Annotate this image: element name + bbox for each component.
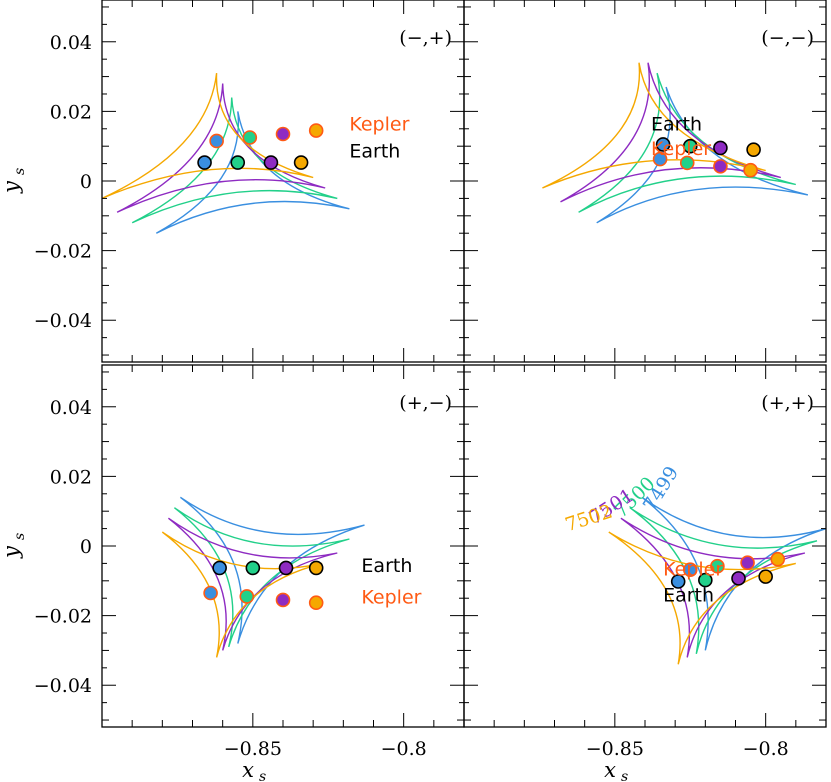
x-axis-title-main: x: [242, 758, 254, 782]
panel-frame: [463, 0, 827, 363]
caustic-7501: [560, 62, 781, 203]
earth-point: [698, 572, 713, 588]
kepler-point: [242, 130, 258, 145]
earth-point: [682, 138, 698, 154]
panel-sign-label: (+,+): [761, 392, 814, 414]
y-axis-title: ys: [0, 168, 28, 194]
x-axis-title-main: x: [604, 758, 616, 782]
kepler-point: [740, 555, 755, 571]
kepler-label: Kepler: [361, 586, 421, 608]
y-tick-label: 0.02: [50, 466, 92, 488]
y-axis-title-sub: s: [12, 168, 28, 175]
y-axis-title-sub: s: [12, 533, 28, 540]
y-tick-label: 0.02: [50, 101, 92, 123]
panel-sign-label: (−,+): [399, 27, 452, 49]
earth-point: [212, 560, 227, 576]
earth-point: [713, 140, 728, 156]
earth-point: [230, 155, 246, 170]
y-tick-label: −0.02: [34, 606, 92, 628]
x-tick-label: −0.85: [224, 738, 282, 760]
caustic-7502: [102, 73, 314, 200]
x-axis-title-sub: s: [259, 769, 266, 782]
panel-minus-plus: Earth Kepler (−,+) 0.04 0.02 0 −0.02 −0.04 ys: [0, 0, 465, 363]
kepler-point: [710, 558, 725, 574]
panel-sign-label: (−,−): [761, 27, 814, 49]
earth-point: [308, 560, 324, 576]
kepler-label: Kepler: [349, 114, 409, 136]
panel-frame: [463, 364, 827, 728]
caustic-7499: [179, 496, 365, 644]
kepler-point: [308, 595, 324, 611]
kepler-point: [203, 585, 218, 601]
panel-sign-label: (+,−): [399, 392, 452, 414]
kepler-point: [275, 126, 291, 142]
caustic-group: [161, 496, 365, 658]
kepler-point: [652, 151, 668, 167]
y-tick-label: 0: [80, 171, 92, 193]
kepler-point: [743, 162, 758, 178]
caustic-7501: [167, 517, 338, 651]
earth-point: [293, 155, 309, 170]
epoch-label-7502: 7502: [562, 500, 615, 536]
caustic-7500: [173, 507, 350, 648]
y-tick-label: −0.04: [34, 310, 92, 332]
kepler-point: [770, 551, 786, 567]
earth-label: Earth: [361, 555, 412, 577]
earth-label: Earth: [349, 140, 400, 162]
caustic-7500: [629, 507, 818, 655]
x-tick-label: −0.85: [586, 738, 644, 760]
kepler-point: [275, 592, 291, 608]
kepler-point: [308, 123, 324, 138]
y-tick-label: −0.04: [34, 675, 92, 697]
kepler-label: Kepler: [663, 559, 723, 581]
kepler-point: [209, 133, 224, 149]
kepler-point: [713, 159, 728, 174]
panel-plus-minus: EarthKepler(+,−)0.040.020−0.02−0.04ys−0.…: [0, 364, 465, 782]
kepler-label: Kepler: [651, 138, 711, 160]
x-tick-label: −0.8: [381, 738, 427, 760]
caustic-7500: [578, 72, 796, 213]
y-tick-label: 0.04: [50, 32, 92, 54]
earth-point: [197, 155, 212, 170]
y-axis-title-main: y: [0, 180, 23, 194]
earth-point: [746, 142, 761, 157]
kepler-point: [239, 589, 255, 604]
y-axis-title-main: y: [0, 545, 23, 559]
kepler-point: [679, 155, 695, 171]
x-tick-label: −0.8: [743, 738, 789, 760]
y-tick-label: −0.02: [34, 241, 92, 263]
caustic-7501: [116, 83, 326, 213]
earth-point: [263, 155, 279, 170]
y-axis-title: ys: [0, 533, 28, 559]
earth-label: Earth: [651, 114, 702, 136]
earth-point: [731, 571, 746, 586]
x-axis-title-sub: s: [621, 769, 628, 782]
earth-point: [245, 560, 261, 576]
earth-point: [758, 569, 773, 584]
earth-point: [670, 574, 686, 589]
y-tick-label: 0.04: [50, 397, 92, 419]
caustic-7499: [641, 496, 826, 651]
kepler-point: [682, 562, 698, 577]
caustic-7502: [542, 62, 766, 189]
earth-point: [655, 137, 671, 152]
earth-label: Earth: [663, 585, 714, 607]
caustic-group: [102, 73, 350, 234]
earth-point: [278, 560, 294, 576]
caustic-7499: [155, 111, 350, 234]
caustic-group: [608, 496, 826, 665]
y-tick-label: 0: [80, 536, 92, 558]
